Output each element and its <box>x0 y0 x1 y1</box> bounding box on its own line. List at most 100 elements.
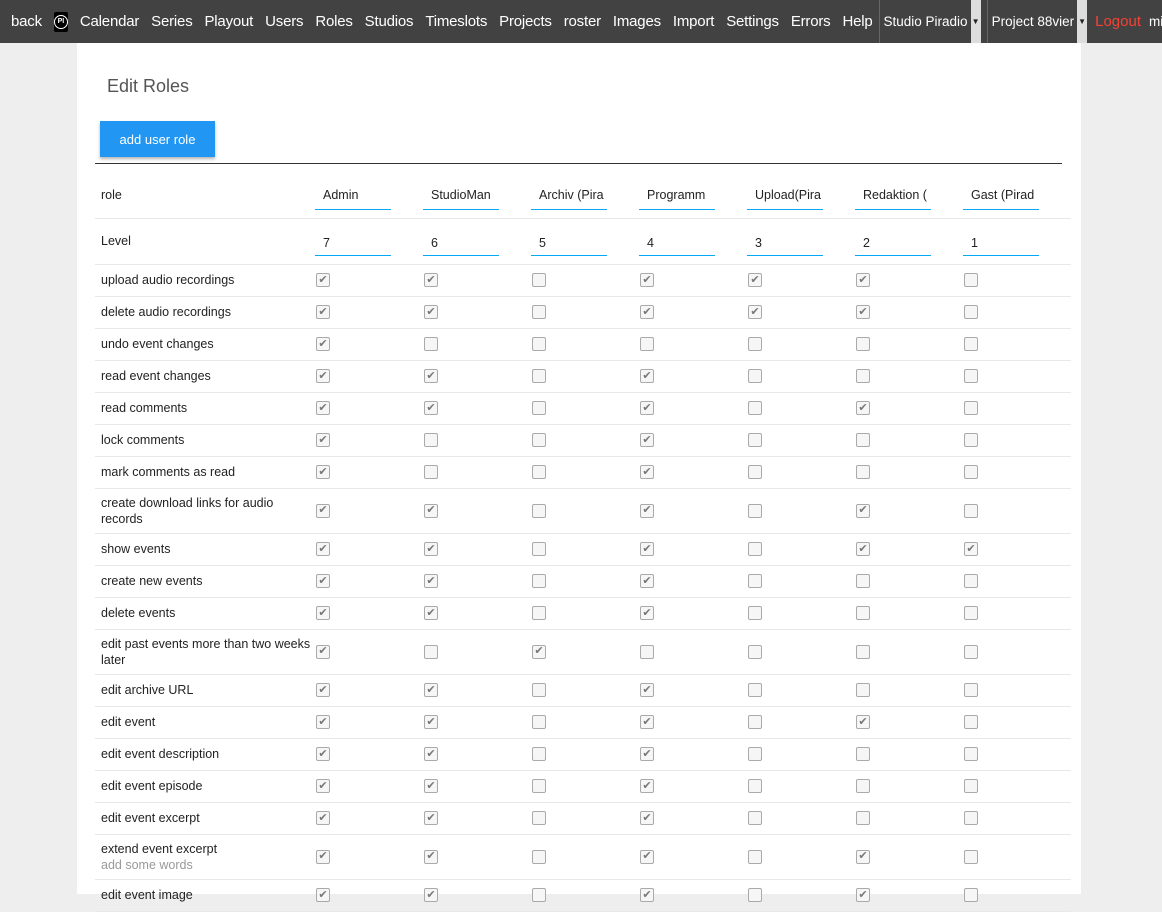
permission-checkbox[interactable] <box>532 273 546 287</box>
permission-checkbox[interactable] <box>964 574 978 588</box>
permission-checkbox[interactable]: ✔ <box>316 337 330 351</box>
permission-checkbox[interactable]: ✔ <box>424 888 438 902</box>
permission-checkbox[interactable] <box>964 683 978 697</box>
permission-checkbox[interactable]: ✔ <box>424 305 438 319</box>
permission-checkbox[interactable]: ✔ <box>316 433 330 447</box>
permission-checkbox[interactable] <box>748 644 762 659</box>
permission-checkbox[interactable] <box>964 849 978 864</box>
nav-playout[interactable]: Playout <box>204 13 254 30</box>
permission-checkbox[interactable] <box>964 273 978 287</box>
level-input[interactable] <box>639 226 715 256</box>
permission-checkbox[interactable]: ✔ <box>424 503 438 518</box>
project-select[interactable]: Project 88vier ▼ <box>986 0 1088 43</box>
permission-checkbox[interactable]: ✔ <box>424 683 438 697</box>
level-input[interactable] <box>315 226 391 256</box>
role-input[interactable]: Programm <box>639 180 715 210</box>
nav-roster[interactable]: roster <box>563 13 601 30</box>
permission-checkbox[interactable] <box>532 305 546 319</box>
permission-checkbox[interactable]: ✔ <box>856 305 870 319</box>
permission-checkbox[interactable] <box>856 433 870 447</box>
permission-checkbox[interactable]: ✔ <box>640 542 654 556</box>
permission-checkbox[interactable] <box>856 369 870 383</box>
level-input[interactable] <box>531 226 607 256</box>
logout-link[interactable]: Logout <box>1095 13 1142 30</box>
role-input[interactable]: Redaktion ( <box>855 180 931 210</box>
add-user-role-button[interactable]: add user role <box>100 121 215 157</box>
permission-checkbox[interactable]: ✔ <box>532 644 546 659</box>
permission-checkbox[interactable] <box>748 542 762 556</box>
permission-checkbox[interactable] <box>532 849 546 864</box>
permission-checkbox[interactable]: ✔ <box>640 465 654 479</box>
permission-checkbox[interactable]: ✔ <box>748 273 762 287</box>
role-input[interactable]: Admin <box>315 180 391 210</box>
studio-select[interactable]: Studio Piradio ▼ <box>878 0 981 43</box>
nav-calendar[interactable]: Calendar <box>79 13 140 30</box>
permission-checkbox[interactable] <box>532 747 546 761</box>
permission-checkbox[interactable]: ✔ <box>640 273 654 287</box>
permission-checkbox[interactable] <box>964 747 978 761</box>
permission-checkbox[interactable] <box>424 337 438 351</box>
permission-checkbox[interactable]: ✔ <box>856 715 870 729</box>
permission-checkbox[interactable]: ✔ <box>424 574 438 588</box>
permission-checkbox[interactable]: ✔ <box>856 849 870 864</box>
permission-checkbox[interactable] <box>532 683 546 697</box>
permission-checkbox[interactable] <box>532 542 546 556</box>
nav-help[interactable]: Help <box>842 13 873 30</box>
permission-checkbox[interactable] <box>964 337 978 351</box>
permission-checkbox[interactable] <box>856 606 870 620</box>
permission-checkbox[interactable] <box>964 369 978 383</box>
permission-checkbox[interactable]: ✔ <box>640 683 654 697</box>
permission-checkbox[interactable]: ✔ <box>640 849 654 864</box>
logo-icon[interactable]: PI <box>53 11 68 32</box>
permission-checkbox[interactable] <box>424 465 438 479</box>
permission-checkbox[interactable]: ✔ <box>856 273 870 287</box>
permission-checkbox[interactable]: ✔ <box>316 779 330 793</box>
permission-checkbox[interactable]: ✔ <box>640 811 654 825</box>
nav-roles[interactable]: Roles <box>315 13 353 30</box>
permission-checkbox[interactable] <box>964 811 978 825</box>
permission-checkbox[interactable] <box>964 503 978 518</box>
permission-checkbox[interactable]: ✔ <box>424 715 438 729</box>
permission-checkbox[interactable] <box>532 811 546 825</box>
permission-checkbox[interactable] <box>856 465 870 479</box>
permission-checkbox[interactable]: ✔ <box>640 574 654 588</box>
permission-checkbox[interactable]: ✔ <box>316 369 330 383</box>
permission-checkbox[interactable]: ✔ <box>640 606 654 620</box>
permission-checkbox[interactable] <box>532 779 546 793</box>
permission-checkbox[interactable]: ✔ <box>856 401 870 415</box>
permission-checkbox[interactable] <box>748 503 762 518</box>
permission-checkbox[interactable]: ✔ <box>424 606 438 620</box>
permission-checkbox[interactable]: ✔ <box>316 715 330 729</box>
permission-checkbox[interactable] <box>532 433 546 447</box>
permission-checkbox[interactable]: ✔ <box>856 542 870 556</box>
permission-checkbox[interactable]: ✔ <box>316 683 330 697</box>
nav-projects[interactable]: Projects <box>499 13 552 30</box>
permission-checkbox[interactable]: ✔ <box>316 888 330 902</box>
permission-checkbox[interactable] <box>964 644 978 659</box>
nav-back[interactable]: back <box>11 13 42 30</box>
permission-checkbox[interactable] <box>856 644 870 659</box>
permission-checkbox[interactable] <box>748 369 762 383</box>
permission-checkbox[interactable] <box>532 503 546 518</box>
permission-checkbox[interactable] <box>964 305 978 319</box>
permission-checkbox[interactable]: ✔ <box>640 747 654 761</box>
permission-checkbox[interactable]: ✔ <box>424 779 438 793</box>
permission-checkbox[interactable] <box>748 888 762 902</box>
nav-import[interactable]: Import <box>672 13 715 30</box>
permission-checkbox[interactable] <box>532 369 546 383</box>
permission-checkbox[interactable] <box>748 811 762 825</box>
role-input[interactable]: StudioMan <box>423 180 499 210</box>
permission-checkbox[interactable]: ✔ <box>316 273 330 287</box>
permission-checkbox[interactable] <box>748 849 762 864</box>
permission-checkbox[interactable] <box>532 574 546 588</box>
permission-checkbox[interactable]: ✔ <box>424 273 438 287</box>
permission-checkbox[interactable] <box>964 779 978 793</box>
permission-checkbox[interactable]: ✔ <box>424 401 438 415</box>
nav-users[interactable]: Users <box>265 13 304 30</box>
permission-checkbox[interactable] <box>856 811 870 825</box>
permission-checkbox[interactable]: ✔ <box>316 542 330 556</box>
permission-checkbox[interactable] <box>748 779 762 793</box>
role-input[interactable]: Gast (Pirad <box>963 180 1039 210</box>
permission-checkbox[interactable]: ✔ <box>316 503 330 518</box>
permission-checkbox[interactable] <box>532 715 546 729</box>
